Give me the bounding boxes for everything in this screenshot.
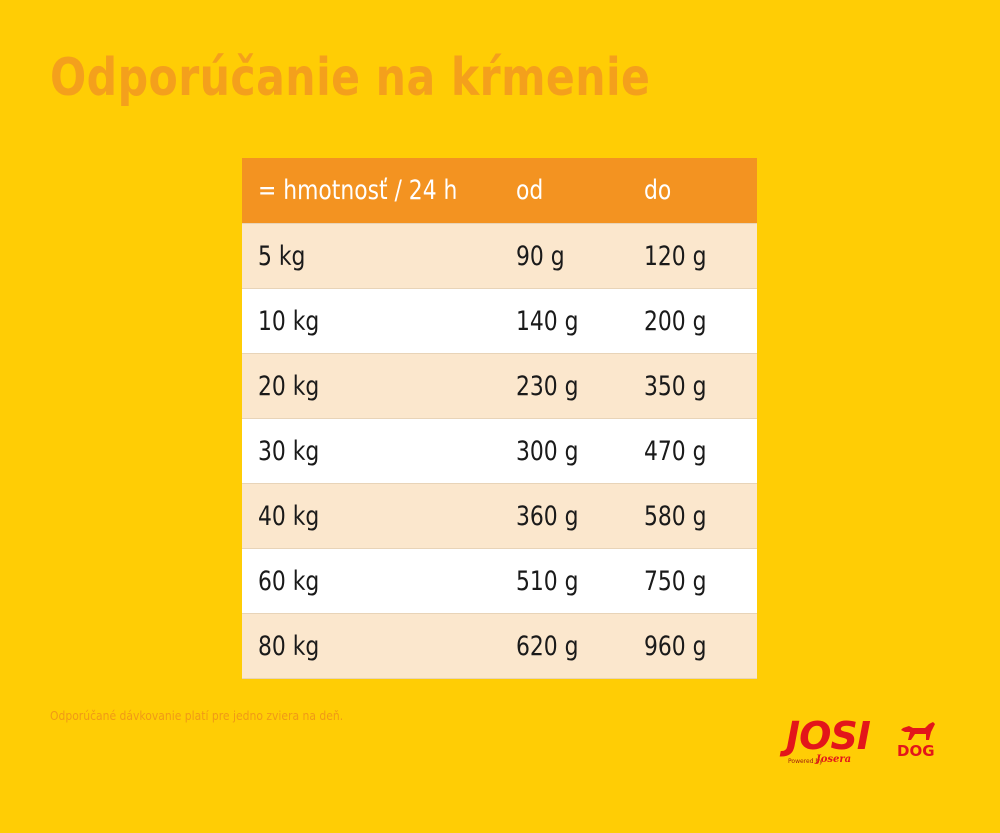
row-weight: 80 kg [258,630,320,662]
row-to: 350 g [644,370,707,402]
row-weight: 10 kg [258,305,320,337]
table-row: 60 kg 510 g 750 g [242,549,757,614]
row-from: 360 g [516,500,579,532]
row-to: 960 g [644,630,707,662]
josidog-logo: JOSI DOG Powered by Josera [786,712,946,772]
dosage-note: Odporúčané dávkovanie platí pre jedno zv… [50,709,344,723]
row-weight: 5 kg [258,240,306,272]
logo-main-text: JOSI [786,714,871,758]
header-weight: = hmotnosť / 24 h [258,175,458,206]
row-to: 470 g [644,435,707,467]
table-header: = hmotnosť / 24 h od do [242,158,757,224]
row-to: 580 g [644,500,707,532]
logo-sub-text: DOG [897,742,935,760]
row-from: 510 g [516,565,579,597]
header-to: do [644,175,672,206]
logo-josera-text: Josera [816,754,852,765]
row-weight: 40 kg [258,500,320,532]
table-row: 20 kg 230 g 350 g [242,354,757,419]
table-row: 30 kg 300 g 470 g [242,419,757,484]
row-from: 300 g [516,435,579,467]
header-from: od [516,175,544,206]
row-weight: 20 kg [258,370,320,402]
table-row: 5 kg 90 g 120 g [242,224,757,289]
row-from: 90 g [516,240,565,272]
table-row: 10 kg 140 g 200 g [242,289,757,354]
row-to: 120 g [644,240,707,272]
row-from: 620 g [516,630,579,662]
logo-powered-text: Powered by [788,758,823,765]
row-weight: 30 kg [258,435,320,467]
page-title: Odporúčanie na kŕmenie [50,48,651,108]
row-to: 750 g [644,565,707,597]
row-weight: 60 kg [258,565,320,597]
dog-icon [901,722,935,740]
table-row: 80 kg 620 g 960 g [242,614,757,679]
row-from: 140 g [516,305,579,337]
feeding-table: = hmotnosť / 24 h od do 5 kg 90 g 120 g … [242,158,757,679]
row-from: 230 g [516,370,579,402]
table-row: 40 kg 360 g 580 g [242,484,757,549]
row-to: 200 g [644,305,707,337]
